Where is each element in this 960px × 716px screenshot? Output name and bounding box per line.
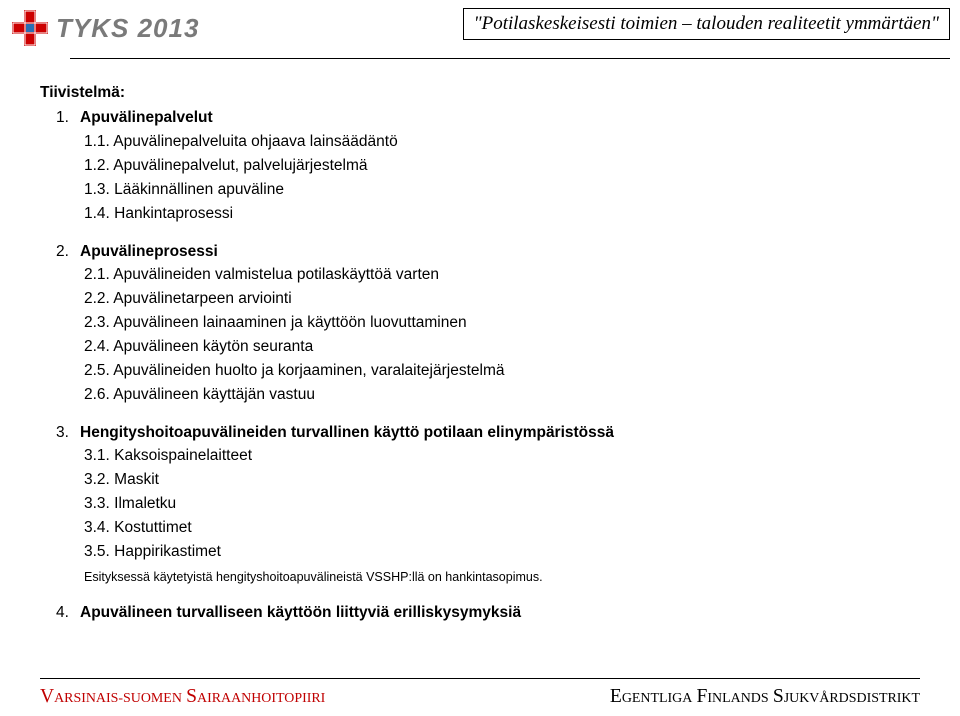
- page-title: Tiivistelmä:: [40, 81, 920, 104]
- outline-section: 3.Hengityshoitoapuvälineiden turvallinen…: [56, 421, 920, 587]
- logo-text: TYKS 2013: [56, 13, 199, 44]
- outline-item: 3.2. Maskit: [84, 468, 920, 492]
- outline-list: 1.Apuvälinepalvelut 1.1. Apuvälinepalvelu…: [40, 106, 920, 624]
- content: Tiivistelmä: 1.Apuvälinepalvelut 1.1. Apu…: [0, 59, 960, 624]
- footer-right: EGENTLIGA FINLANDS SJUKVÅRDSDISTRIKT: [610, 686, 920, 708]
- footer: VARSINAIS-SUOMEN SAIRAANHOITOPIIRI EGENT…: [0, 678, 960, 716]
- outline-item: 2.1. Apuvälineiden valmistelua potilaskä…: [84, 263, 920, 287]
- outline-section: 4.Apuvälineen turvalliseen käyttöön liit…: [56, 601, 920, 624]
- medical-cross-icon: [10, 8, 50, 48]
- section-label: Apuvälineprosessi: [80, 243, 218, 260]
- outline-section: 2.Apuvälineprosessi 2.1. Apuvälineiden va…: [56, 240, 920, 407]
- section-number: 2.: [56, 240, 80, 263]
- section-number: 3.: [56, 421, 80, 444]
- outline-item: 2.6. Apuvälineen käyttäjän vastuu: [84, 383, 920, 407]
- section-number: 1.: [56, 106, 80, 129]
- logo-block: TYKS 2013: [10, 8, 199, 48]
- outline-section: 1.Apuvälinepalvelut 1.1. Apuvälinepalvelu…: [56, 106, 920, 225]
- outline-item: 2.2. Apuvälinetarpeen arviointi: [84, 287, 920, 311]
- footer-left: VARSINAIS-SUOMEN SAIRAANHOITOPIIRI: [40, 686, 325, 708]
- outline-item: 2.4. Apuvälineen käytön seuranta: [84, 335, 920, 359]
- outline-sublist: 3.1. Kaksoispainelaitteet3.2. Maskit3.3.…: [56, 444, 920, 564]
- section-label: Hengityshoitoapuvälineiden turvallinen k…: [80, 424, 614, 441]
- section-label: Apuvälinepalvelut: [80, 109, 213, 126]
- footer-divider: [40, 678, 920, 679]
- outline-item: 3.5. Happirikastimet: [84, 540, 920, 564]
- outline-item: 1.4. Hankintaprosessi: [84, 202, 920, 226]
- outline-item: 3.4. Kostuttimet: [84, 516, 920, 540]
- section-number: 4.: [56, 601, 80, 624]
- outline-item: 1.3. Lääkinnällinen apuväline: [84, 178, 920, 202]
- outline-item: 1.1. Apuvälinepalveluita ohjaava lainsää…: [84, 130, 920, 154]
- outline-item: 3.3. Ilmaletku: [84, 492, 920, 516]
- section-label: Apuvälineen turvalliseen käyttöön liitty…: [80, 604, 521, 621]
- outline-item: 2.3. Apuvälineen lainaaminen ja käyttöön…: [84, 311, 920, 335]
- outline-item: 3.1. Kaksoispainelaitteet: [84, 444, 920, 468]
- outline-item: 1.2. Apuvälinepalvelut, palvelujärjestel…: [84, 154, 920, 178]
- header: TYKS 2013 "Potilaskeskeisesti toimien – …: [0, 0, 960, 58]
- outline-item: 2.5. Apuvälineiden huolto ja korjaaminen…: [84, 359, 920, 383]
- outline-sublist: 1.1. Apuvälinepalveluita ohjaava lainsää…: [56, 130, 920, 226]
- outline-sublist: 2.1. Apuvälineiden valmistelua potilaskä…: [56, 263, 920, 407]
- tagline: "Potilaskeskeisesti toimien – talouden r…: [463, 8, 950, 40]
- section-note: Esityksessä käytetyistä hengityshoitoapu…: [56, 568, 920, 587]
